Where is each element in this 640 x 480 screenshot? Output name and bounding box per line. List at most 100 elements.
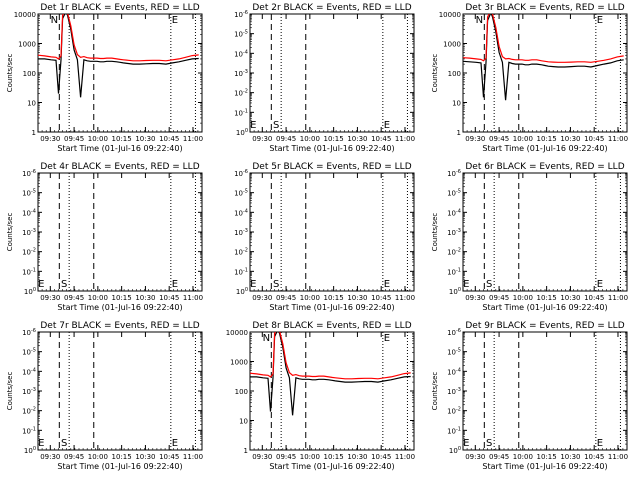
panel-det-7: Det 7r BLACK = Events, RED = LLD 100 10-1 1… bbox=[6, 321, 203, 471]
x-tick-label: 10:30 bbox=[347, 453, 367, 461]
x-tick-label: 10:45 bbox=[371, 294, 391, 302]
x-tick-label: 10:15 bbox=[112, 294, 132, 302]
y-tick-label: 1000 bbox=[230, 359, 248, 367]
event-marker-label: E bbox=[172, 15, 178, 26]
y-tick-label: 1000 bbox=[18, 41, 36, 49]
x-tick-label: 09:30 bbox=[252, 453, 272, 461]
y-tick-label: 10-2 bbox=[447, 407, 461, 416]
y-tick-label: 10-2 bbox=[22, 407, 36, 416]
x-tick-label: 10:15 bbox=[537, 294, 557, 302]
y-tick-label: 10-6 bbox=[447, 328, 461, 337]
y-tick-label: 100 bbox=[24, 287, 36, 296]
x-tick-label: 09:30 bbox=[465, 453, 485, 461]
y-tick-label: 100 bbox=[24, 446, 36, 455]
event-marker-label: E bbox=[384, 279, 390, 290]
y-tick-label: 10-6 bbox=[22, 169, 36, 178]
y-tick-label: 10-6 bbox=[447, 169, 461, 178]
event-marker-label: S bbox=[273, 279, 279, 290]
panel-title: Det 8r BLACK = Events, RED = LLD bbox=[252, 321, 411, 331]
x-tick-label: 09:30 bbox=[40, 453, 60, 461]
y-tick-label: 10 bbox=[27, 100, 36, 108]
y-axis-label: Counts/sec bbox=[6, 372, 14, 411]
plot-frame bbox=[462, 172, 628, 292]
y-axis-label: Counts/sec bbox=[431, 54, 439, 93]
x-tick-label: 09:45 bbox=[489, 135, 509, 143]
x-tick-label: 10:15 bbox=[112, 135, 132, 143]
x-tick-label: 10:00 bbox=[513, 453, 533, 461]
x-tick-label: 10:00 bbox=[300, 453, 320, 461]
x-tick-label: 11:00 bbox=[183, 294, 203, 302]
x-tick-label: 09:30 bbox=[465, 294, 485, 302]
y-tick-label: 10000 bbox=[439, 11, 461, 19]
y-tick-label: 10-1 bbox=[447, 426, 461, 435]
y-tick-label: 10 bbox=[452, 100, 461, 108]
event-marker-label: E bbox=[172, 279, 178, 290]
x-tick-label: 10:30 bbox=[135, 135, 155, 143]
y-tick-label: 10-1 bbox=[234, 108, 248, 117]
event-marker-label: E bbox=[597, 438, 603, 449]
x-axis-label: Start Time (01-Jul-16 09:22:40) bbox=[57, 462, 182, 471]
y-tick-label: 1000 bbox=[443, 41, 461, 49]
y-tick-label: 10-2 bbox=[234, 89, 248, 98]
y-tick-label: 10-2 bbox=[22, 248, 36, 257]
y-tick-label: 1 bbox=[457, 129, 461, 137]
y-tick-label: 10-3 bbox=[447, 387, 461, 396]
x-tick-label: 11:00 bbox=[608, 294, 628, 302]
event-marker-label: E bbox=[384, 120, 390, 131]
y-tick-label: 10-1 bbox=[447, 267, 461, 276]
series-line-lld bbox=[38, 14, 199, 62]
event-marker-label: S bbox=[486, 279, 492, 290]
y-tick-label: 10-3 bbox=[447, 228, 461, 237]
x-axis-label: Start Time (01-Jul-16 09:22:40) bbox=[269, 303, 394, 312]
y-tick-label: 10-1 bbox=[22, 426, 36, 435]
y-tick-label: 10-4 bbox=[447, 367, 461, 376]
x-tick-label: 10:30 bbox=[347, 294, 367, 302]
panel-det-5: Det 5r BLACK = Events, RED = LLD 100 10-1 1… bbox=[234, 162, 415, 312]
x-tick-label: 10:45 bbox=[584, 135, 604, 143]
x-tick-label: 10:00 bbox=[300, 135, 320, 143]
x-tick-label: 11:00 bbox=[395, 294, 415, 302]
panel-title: Det 6r BLACK = Events, RED = LLD bbox=[465, 162, 624, 172]
y-axis-label: Counts/sec bbox=[431, 213, 439, 252]
x-tick-label: 10:45 bbox=[159, 135, 179, 143]
panel-det-2: Det 2r BLACK = Events, RED = LLD 100 10-1 1… bbox=[234, 3, 415, 153]
y-tick-label: 10-5 bbox=[234, 189, 248, 198]
plot-frame bbox=[37, 331, 203, 451]
x-tick-label: 10:15 bbox=[324, 453, 344, 461]
series-line-events bbox=[463, 14, 624, 101]
panel-title: Det 4r BLACK = Events, RED = LLD bbox=[40, 162, 199, 172]
x-tick-label: 09:30 bbox=[40, 294, 60, 302]
panel-title: Det 5r BLACK = Events, RED = LLD bbox=[252, 162, 411, 172]
x-axis-label: Start Time (01-Jul-16 09:22:40) bbox=[482, 462, 607, 471]
x-tick-label: 09:30 bbox=[465, 135, 485, 143]
event-marker-label: E bbox=[597, 15, 603, 26]
x-tick-label: 09:45 bbox=[64, 453, 84, 461]
x-tick-label: 10:00 bbox=[513, 135, 533, 143]
plot-frame bbox=[249, 172, 415, 292]
series-line-events bbox=[38, 14, 199, 98]
x-tick-label: 09:45 bbox=[64, 135, 84, 143]
y-tick-label: 10-5 bbox=[22, 189, 36, 198]
x-axis-label: Start Time (01-Jul-16 09:22:40) bbox=[482, 303, 607, 312]
y-tick-label: 10-5 bbox=[447, 189, 461, 198]
event-marker-label: E bbox=[384, 333, 390, 344]
event-marker-label: S bbox=[61, 438, 67, 449]
y-tick-label: 10-3 bbox=[234, 228, 248, 237]
panel-det-1: Det 1r BLACK = Events, RED = LLD 1 10 100 10… bbox=[6, 3, 203, 153]
y-tick-label: 1 bbox=[244, 447, 248, 455]
x-tick-label: 11:00 bbox=[395, 453, 415, 461]
panel-det-9: Det 9r BLACK = Events, RED = LLD 100 10-1 1… bbox=[431, 321, 628, 471]
x-tick-label: 10:15 bbox=[324, 135, 344, 143]
y-tick-label: 10000 bbox=[14, 11, 36, 19]
y-tick-label: 1 bbox=[32, 129, 36, 137]
event-marker-label: E bbox=[38, 279, 44, 290]
x-tick-label: 10:15 bbox=[324, 294, 344, 302]
x-tick-label: 10:30 bbox=[560, 294, 580, 302]
event-marker-label: N bbox=[263, 333, 270, 344]
panel-title: Det 7r BLACK = Events, RED = LLD bbox=[40, 321, 199, 331]
panel-det-6: Det 6r BLACK = Events, RED = LLD 100 10-1 1… bbox=[431, 162, 628, 312]
event-marker-label: E bbox=[38, 438, 44, 449]
y-tick-label: 10-3 bbox=[234, 69, 248, 78]
x-tick-label: 10:45 bbox=[371, 135, 391, 143]
